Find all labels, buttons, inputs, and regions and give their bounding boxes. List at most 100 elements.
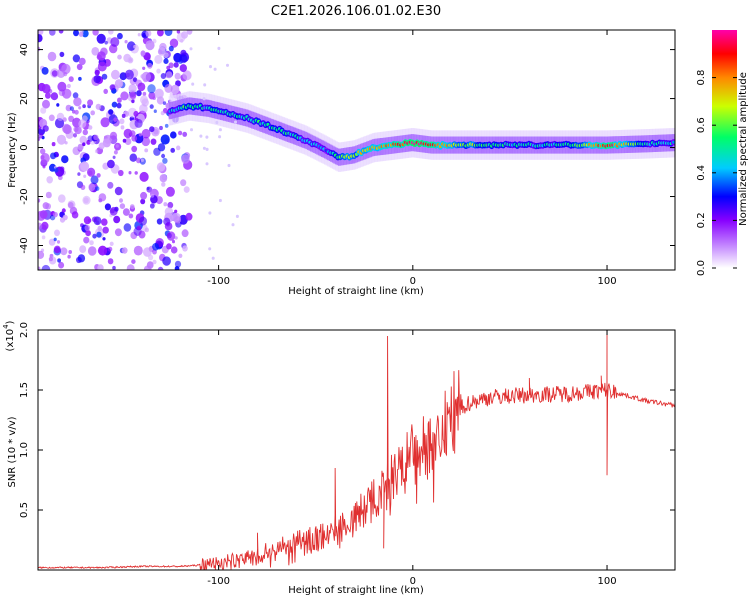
noise-blob xyxy=(141,71,151,82)
noise-blob xyxy=(161,153,166,159)
noise-blob xyxy=(226,63,229,67)
noise-blob xyxy=(161,174,166,180)
noise-blob xyxy=(58,194,66,203)
noise-blob xyxy=(160,134,170,145)
noise-blob xyxy=(156,162,166,172)
noise-blob xyxy=(218,135,222,139)
snr-axes: -100 0 100 0.5 1.0 1.5 2.0 xyxy=(19,322,675,587)
noise-blob xyxy=(74,126,82,135)
snr-scale-prefix: (x10 xyxy=(5,329,16,352)
noise-blob xyxy=(40,153,50,164)
noise-blob xyxy=(159,42,167,52)
noise-blob xyxy=(104,40,108,45)
noise-blob xyxy=(152,249,157,255)
noise-blob xyxy=(79,245,87,254)
noise-blob xyxy=(166,243,172,250)
noise-blob xyxy=(88,125,93,130)
noise-blob xyxy=(48,114,55,122)
noise-blob xyxy=(156,218,163,225)
noise-blob xyxy=(87,167,96,177)
noise-blob xyxy=(40,107,47,114)
noise-blob xyxy=(190,128,193,132)
noise-blob xyxy=(161,182,166,187)
noise-blob xyxy=(114,228,122,237)
noise-blob xyxy=(211,256,215,260)
noise-blob xyxy=(88,183,96,192)
noise-blob xyxy=(68,202,74,209)
noise-blob xyxy=(98,142,105,150)
colorbar-tick-label: 0.0 xyxy=(696,260,707,276)
noise-blob xyxy=(102,226,109,234)
noise-blob xyxy=(38,46,41,52)
noise-blob xyxy=(41,67,49,75)
noise-blob xyxy=(97,225,103,231)
noise-blob xyxy=(109,84,116,91)
noise-blob xyxy=(92,30,99,36)
noise-blob xyxy=(175,80,181,87)
noise-blob xyxy=(110,37,120,47)
noise-blob xyxy=(107,181,114,189)
noise-blob xyxy=(234,120,237,124)
snr-xlabel: Height of straight line (km) xyxy=(288,585,424,596)
x-tick-label: -100 xyxy=(207,576,230,587)
noise-blob xyxy=(152,259,157,265)
noise-blob xyxy=(111,101,118,108)
noise-blob xyxy=(56,134,67,145)
noise-blob xyxy=(118,169,124,177)
noise-blob xyxy=(38,250,45,259)
noise-blob xyxy=(56,68,66,79)
noise-blob xyxy=(140,74,145,79)
noise-blob xyxy=(163,202,168,207)
noise-blob xyxy=(141,136,151,147)
noise-blob xyxy=(82,115,88,122)
x-tick-label: 100 xyxy=(597,276,616,287)
noise-blob xyxy=(218,198,222,203)
y-tick-label: 0 xyxy=(19,144,30,150)
noise-blob xyxy=(180,179,187,187)
noise-blob xyxy=(134,118,143,128)
colorbar-tick-label: 0.2 xyxy=(696,212,707,228)
noise-blob xyxy=(186,30,193,35)
colorbar-tick-label: 0.4 xyxy=(696,165,707,181)
noise-blob xyxy=(124,137,132,146)
y-tick-label: 20 xyxy=(19,92,30,105)
noise-blob xyxy=(124,40,128,44)
noise-blob xyxy=(146,186,150,191)
noise-blob xyxy=(126,264,135,270)
noise-blob xyxy=(122,138,127,143)
noise-blob xyxy=(87,246,97,256)
noise-blob xyxy=(168,45,174,52)
noise-blob xyxy=(110,208,115,214)
noise-blob xyxy=(90,175,99,185)
noise-blob xyxy=(74,109,79,115)
noise-blob xyxy=(152,243,160,251)
noise-blob xyxy=(82,104,86,109)
noise-blob xyxy=(48,89,53,94)
noise-blob xyxy=(107,258,114,265)
colorbar-gradient xyxy=(712,30,737,268)
colorbar: 0.0 0.2 0.4 0.6 0.8 Normalized spectral ampl… xyxy=(696,30,749,276)
noise-blob xyxy=(93,134,99,141)
noise-blob xyxy=(47,51,57,62)
noise-blob xyxy=(83,216,91,225)
noise-blob xyxy=(71,211,79,219)
noise-blob xyxy=(167,201,174,209)
noise-blob xyxy=(154,88,164,99)
noise-blob xyxy=(173,62,179,68)
noise-blob xyxy=(117,97,122,103)
noise-blob xyxy=(213,67,217,71)
noise-blob xyxy=(67,83,71,89)
noise-blob xyxy=(205,162,209,166)
noise-blob xyxy=(162,101,167,105)
noise-blob xyxy=(157,30,164,37)
noise-blob xyxy=(63,124,72,135)
noise-blob xyxy=(60,247,68,256)
noise-blob xyxy=(119,198,123,203)
noise-blob xyxy=(174,260,182,268)
noise-blob xyxy=(144,148,149,153)
spectrogram-panel: -100 0 100 -40 -20 0 20 40 Height of straight l… xyxy=(7,29,676,297)
noise-blob xyxy=(116,102,122,109)
noise-blob xyxy=(129,153,138,162)
noise-blob xyxy=(199,134,203,138)
noise-blob xyxy=(205,147,209,151)
